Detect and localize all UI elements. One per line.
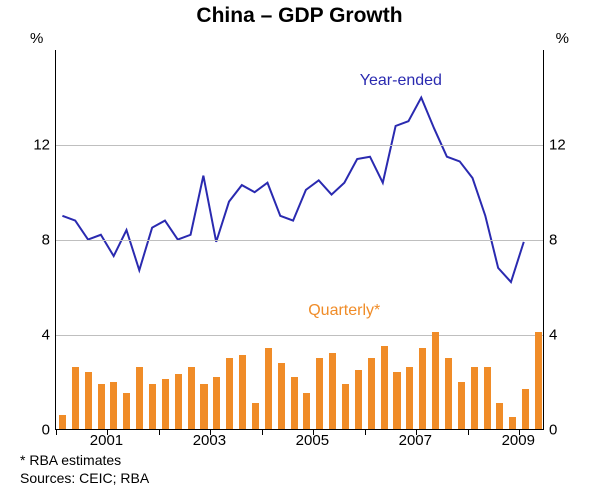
ytick-label: 4 bbox=[10, 327, 50, 344]
line-series bbox=[62, 98, 523, 282]
bar bbox=[188, 367, 195, 429]
gridline bbox=[56, 240, 543, 241]
bar bbox=[149, 384, 156, 429]
bar bbox=[200, 384, 207, 429]
y-unit-left: % bbox=[30, 30, 43, 47]
ytick-label: 0 bbox=[10, 422, 50, 439]
bar bbox=[458, 382, 465, 430]
x-tick-mark bbox=[262, 429, 263, 435]
chart-title: China – GDP Growth bbox=[0, 4, 599, 28]
bar bbox=[291, 377, 298, 429]
bar bbox=[432, 332, 439, 429]
x-tick-mark bbox=[56, 429, 57, 435]
xtick-label: 2007 bbox=[399, 432, 432, 449]
bar bbox=[355, 370, 362, 429]
ytick-label: 12 bbox=[10, 137, 50, 154]
bar bbox=[471, 367, 478, 429]
ytick-label: 12 bbox=[549, 137, 589, 154]
ytick-label: 0 bbox=[549, 422, 589, 439]
x-tick-mark bbox=[159, 429, 160, 435]
bar bbox=[329, 353, 336, 429]
y-unit-right: % bbox=[556, 30, 569, 47]
bar bbox=[59, 415, 66, 429]
bar bbox=[85, 372, 92, 429]
bar bbox=[406, 367, 413, 429]
bar bbox=[342, 384, 349, 429]
bar bbox=[252, 403, 259, 429]
xtick-label: 2003 bbox=[193, 432, 226, 449]
bar bbox=[162, 379, 169, 429]
bar bbox=[509, 417, 516, 429]
bar bbox=[303, 393, 310, 429]
bar bbox=[316, 358, 323, 429]
bar bbox=[278, 363, 285, 430]
bar bbox=[226, 358, 233, 429]
bar bbox=[393, 372, 400, 429]
bar bbox=[381, 346, 388, 429]
bar-series-label: Quarterly* bbox=[308, 302, 380, 320]
bar bbox=[136, 367, 143, 429]
xtick-label: 2005 bbox=[296, 432, 329, 449]
bar bbox=[496, 403, 503, 429]
xtick-label: 2009 bbox=[502, 432, 535, 449]
bar bbox=[123, 393, 130, 429]
bar bbox=[213, 377, 220, 429]
x-tick-mark bbox=[468, 429, 469, 435]
bar bbox=[419, 348, 426, 429]
gridline bbox=[56, 145, 543, 146]
bar bbox=[72, 367, 79, 429]
ytick-label: 8 bbox=[549, 232, 589, 249]
ytick-label: 8 bbox=[10, 232, 50, 249]
chart-container: China – GDP Growth % % Year-ended Quarter… bbox=[0, 0, 599, 500]
plot-area: Year-ended Quarterly* bbox=[55, 50, 544, 430]
bar bbox=[239, 355, 246, 429]
bar bbox=[368, 358, 375, 429]
bar bbox=[175, 374, 182, 429]
ytick-label: 4 bbox=[549, 327, 589, 344]
x-tick-mark bbox=[365, 429, 366, 435]
bar bbox=[535, 332, 542, 429]
bar bbox=[265, 348, 272, 429]
bar bbox=[484, 367, 491, 429]
footnote-text: * RBA estimates bbox=[20, 452, 121, 468]
line-series-label: Year-ended bbox=[360, 72, 442, 90]
bar bbox=[98, 384, 105, 429]
bar bbox=[522, 389, 529, 429]
xtick-label: 2001 bbox=[90, 432, 123, 449]
gridline bbox=[56, 335, 543, 336]
bar bbox=[110, 382, 117, 430]
bar bbox=[445, 358, 452, 429]
sources-text: Sources: CEIC; RBA bbox=[20, 470, 149, 486]
